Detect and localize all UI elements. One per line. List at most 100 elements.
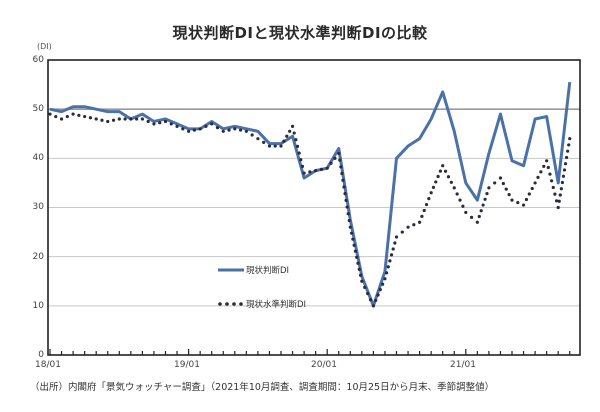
series-dot-level-di — [146, 119, 150, 124]
series-dot-level-di — [443, 169, 448, 173]
series-dot-level-di — [267, 144, 272, 148]
series-dot-level-di — [501, 181, 505, 186]
series-dot-level-di — [77, 113, 81, 117]
series-dot-level-di — [391, 247, 395, 251]
series-dot-level-di — [376, 293, 380, 297]
series-dot-level-di — [347, 218, 351, 223]
series-dot-level-di — [418, 220, 422, 224]
series-dot-level-di — [169, 122, 173, 126]
series-dot-level-di — [123, 117, 127, 121]
series-dot-level-di — [295, 144, 300, 148]
series-dot-level-di — [389, 253, 394, 257]
series-dot-level-di — [559, 187, 563, 191]
y-tick-20: 20 — [32, 252, 44, 262]
series-dot-level-di — [485, 191, 489, 196]
series-dot-level-di — [521, 203, 526, 207]
series-dot-level-di — [163, 119, 168, 124]
series-dot-level-di — [175, 124, 179, 128]
series-dot-level-di — [83, 114, 87, 119]
series-dot-level-di — [300, 164, 305, 169]
series-dot-level-di — [152, 122, 156, 126]
series-dot-level-di — [438, 169, 442, 173]
y-tick-50: 50 — [32, 104, 44, 114]
series-dot-level-di — [158, 121, 162, 125]
series-dot-level-di — [481, 203, 485, 207]
series-dot-level-di — [557, 199, 561, 203]
series-dot-level-di — [553, 192, 557, 196]
series-dot-level-di — [548, 172, 552, 176]
legend-label-current-di: 現状判断DI — [246, 266, 290, 276]
series-dot-level-di — [340, 171, 344, 176]
series-dot-level-di — [560, 180, 565, 185]
series-dot-level-di — [565, 155, 569, 160]
series-dot-level-di — [434, 180, 438, 184]
series-dot-level-di — [455, 192, 459, 196]
series-dot-level-di — [337, 151, 341, 156]
series-dot-level-di — [458, 198, 462, 202]
x-tick-18-01: 18/01 — [35, 360, 61, 370]
series-dot-level-di — [181, 127, 185, 131]
legend-label-level-di: 現状水準判断DI — [246, 300, 307, 310]
plot-frame — [47, 59, 581, 356]
series-dot-level-di — [308, 170, 312, 174]
series-dot-level-di — [483, 197, 487, 201]
series-dot-level-di — [297, 151, 301, 155]
series-dot-level-di — [563, 162, 568, 166]
series-dot-level-di — [352, 243, 356, 247]
series-dot-level-di — [479, 209, 483, 213]
series-dot-level-di — [381, 282, 385, 286]
series-dot-level-di — [339, 165, 343, 169]
series-dot-level-di — [345, 205, 349, 209]
series-dot-level-di — [319, 167, 324, 171]
series-dot-level-di — [65, 114, 69, 119]
series-dot-level-di — [385, 271, 389, 275]
series-dot-level-di — [238, 128, 243, 132]
series-dot-level-di — [54, 114, 58, 119]
series-dot-level-di — [292, 131, 296, 135]
series-dot-level-di — [140, 117, 144, 121]
series-dot-level-di — [530, 186, 534, 191]
series-dot-level-di — [516, 200, 520, 205]
y-axis-unit: (DI) — [37, 42, 52, 51]
series-dot-level-di — [374, 298, 378, 303]
series-dot-level-di — [288, 129, 292, 133]
series-dot-level-di — [371, 304, 375, 308]
series-dot-level-di — [273, 144, 277, 148]
series-dot-level-di — [325, 166, 329, 170]
series-dot-level-di — [542, 164, 546, 168]
series-dot-level-di — [524, 197, 529, 202]
series-dot-level-di — [550, 179, 554, 183]
series-dot-level-di — [412, 223, 416, 227]
x-tick-20-01: 20/01 — [311, 360, 337, 370]
series-dot-level-di — [285, 134, 289, 138]
series-dot-level-di — [551, 185, 555, 190]
x-tick-19-01: 19/01 — [174, 360, 200, 370]
series-dot-level-di — [400, 230, 404, 234]
legend-swatch-level-di — [239, 302, 243, 306]
series-dot-level-di — [204, 124, 208, 128]
series-dot-level-di — [290, 124, 295, 128]
series-dot-level-di — [353, 249, 358, 253]
series-dot-level-di — [561, 174, 566, 178]
series-dot-level-di — [393, 241, 397, 245]
series-dot-level-di — [256, 137, 260, 141]
series-dot-level-di — [427, 197, 431, 201]
series-dot-level-di — [493, 181, 497, 185]
y-tick-30: 30 — [32, 202, 44, 212]
series-dot-level-di — [338, 158, 342, 162]
series-dot-level-di — [461, 204, 465, 208]
series-dot-level-di — [244, 129, 248, 133]
series-dot-level-di — [504, 187, 508, 191]
source-note: （出所）内閣府「景気ウォッチャー調査」（2021年10月調査、調査期間：10月2… — [30, 382, 495, 393]
series-dot-level-di — [378, 288, 382, 292]
legend-swatch-level-di — [232, 302, 236, 306]
series-dot-level-di — [356, 261, 360, 265]
series-dot-level-di — [333, 156, 337, 160]
series-dot-level-di — [446, 175, 451, 179]
series-dot-level-di — [282, 139, 286, 143]
series-dot-level-di — [556, 205, 560, 210]
series-dot-level-di — [135, 117, 139, 121]
series-dot-level-di — [341, 178, 345, 182]
series-dot-level-di — [554, 199, 559, 203]
